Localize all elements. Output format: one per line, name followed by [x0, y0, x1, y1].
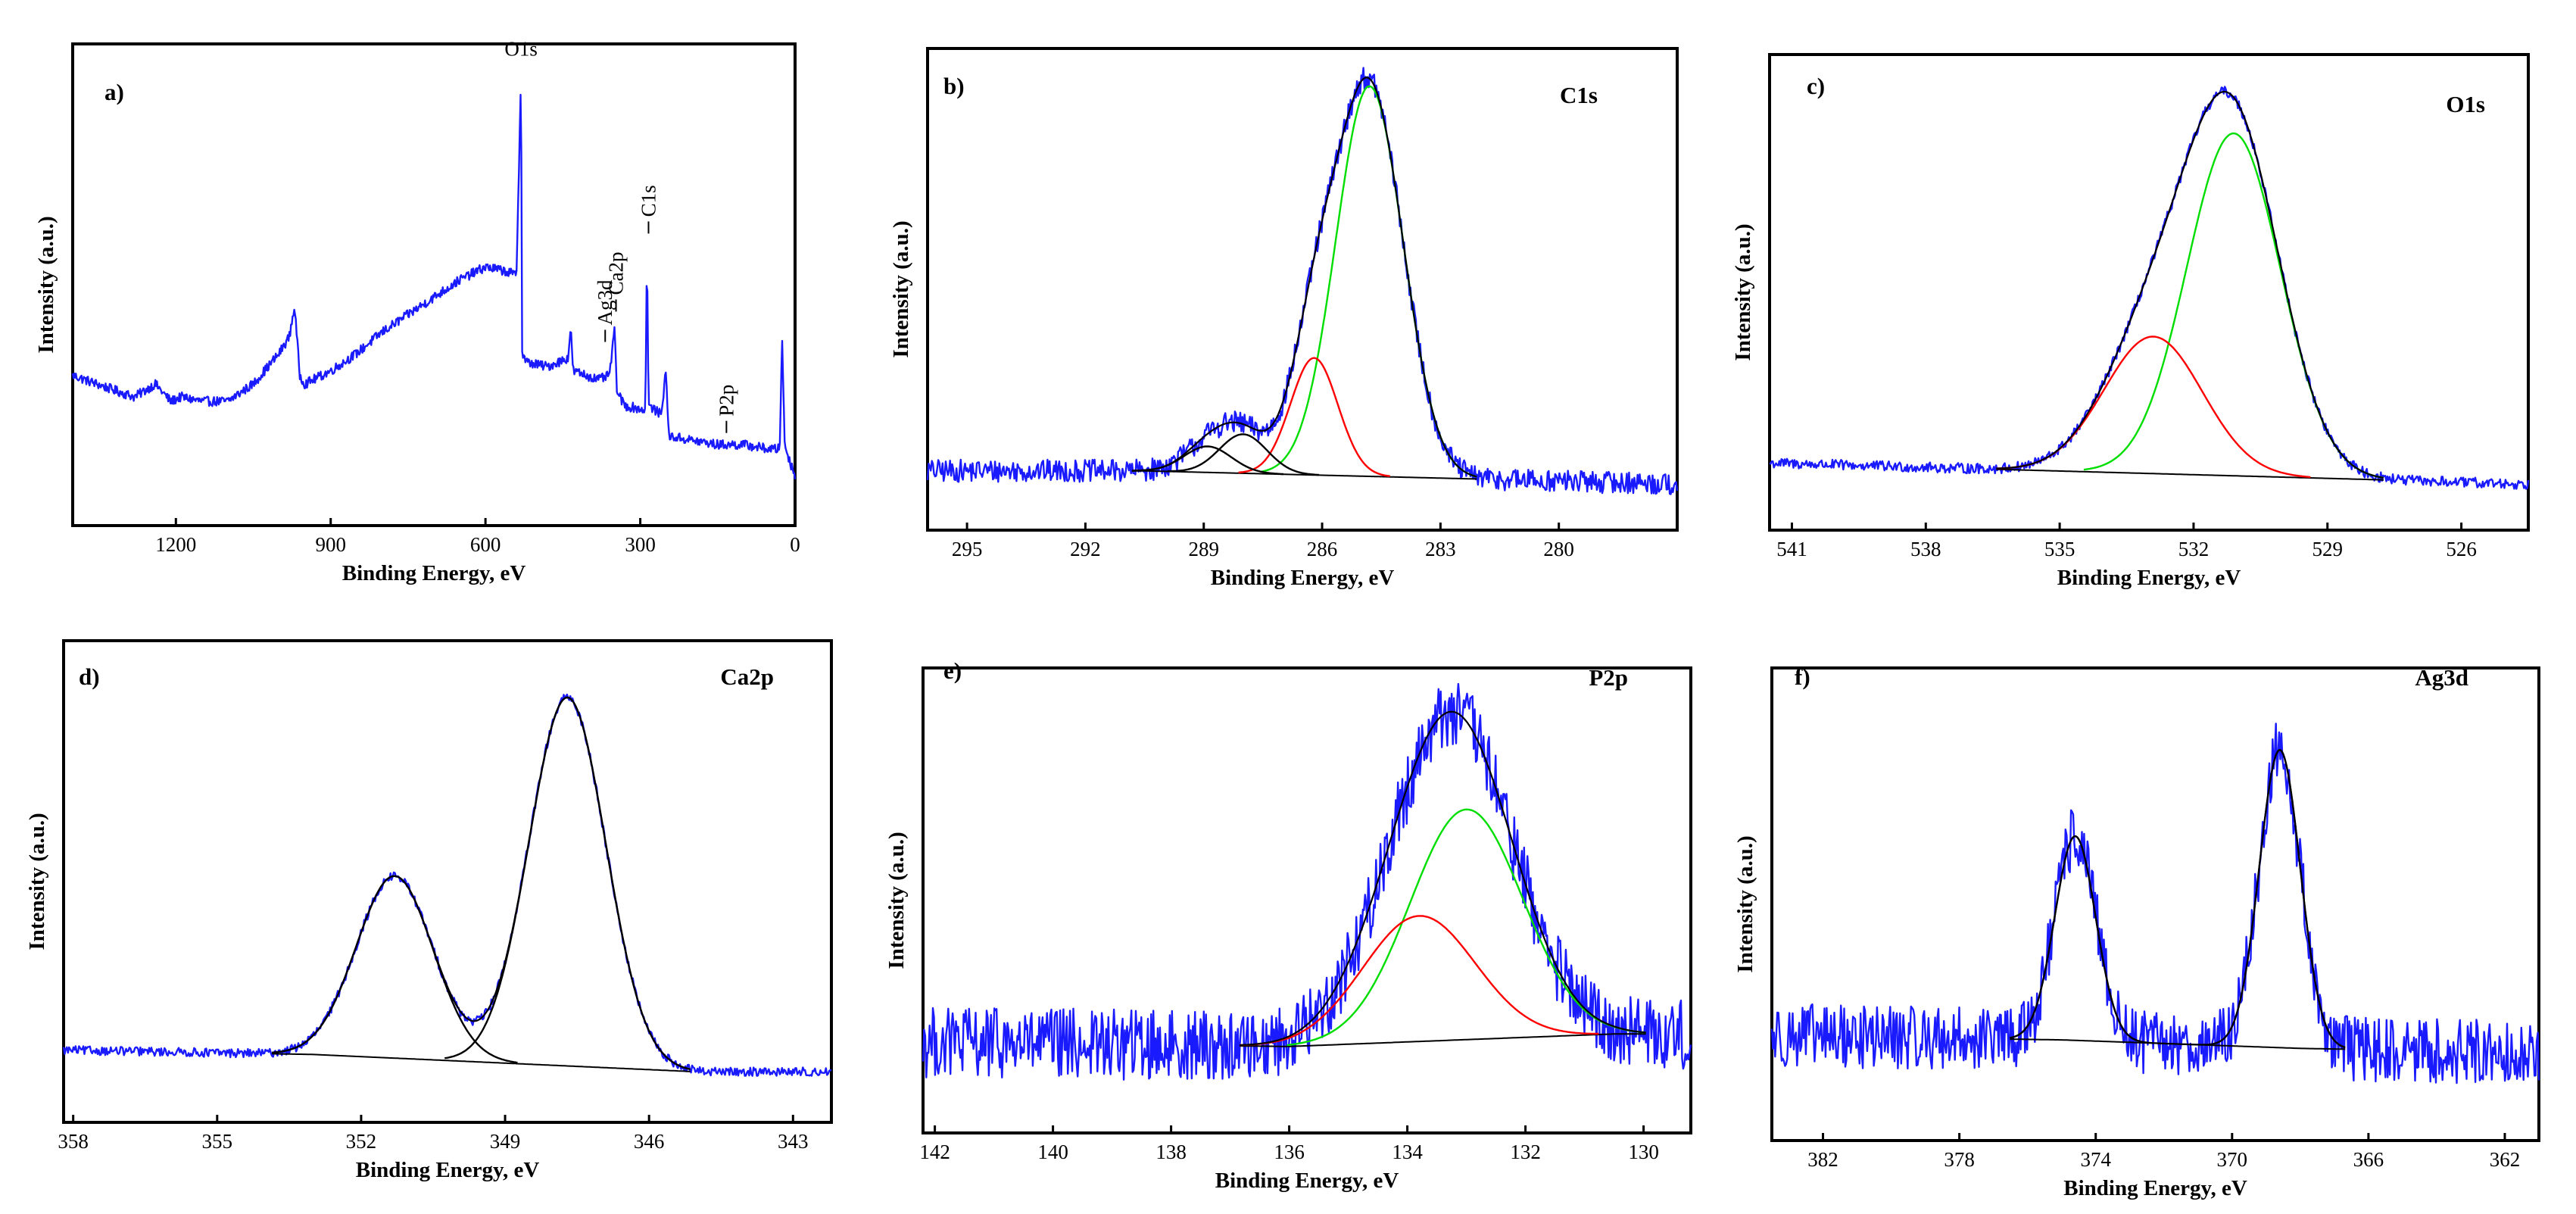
x-tick-label: 1200: [155, 533, 196, 556]
series-line-survey: [71, 93, 797, 479]
x-tick-label: 532: [2178, 538, 2210, 560]
x-tick-label: 529: [2312, 538, 2344, 560]
x-tick-label: 134: [1392, 1141, 1423, 1163]
x-tick-label: 300: [625, 533, 656, 556]
peak-label: O1s: [504, 37, 538, 60]
x-tick-label: 374: [2080, 1148, 2111, 1171]
series-line-raw: [1770, 722, 2540, 1084]
y-axis-label: Intensity (a.u.): [1731, 223, 1755, 360]
x-tick-label: 280: [1543, 538, 1574, 560]
fit-component-2: [1167, 433, 1320, 476]
fit-envelope: [271, 696, 691, 1070]
fit-component-1: [1240, 915, 1599, 1047]
plot-frame: [1770, 666, 2540, 1142]
panel-e: 142 140 138 136 134 132 130 Binding Energy, eV I…: [884, 657, 1692, 1193]
panel-letter: c): [1807, 73, 1825, 99]
panel-title: P2p: [1589, 664, 1628, 691]
x-tick-label: 352: [346, 1130, 377, 1153]
panel-title: O1s: [2446, 91, 2485, 117]
fit-envelope: [1996, 90, 2384, 479]
plot-frame: [926, 47, 1679, 532]
fit-component-1: [1238, 357, 1390, 477]
x-tick-label: 382: [1807, 1148, 1838, 1171]
panel-title: Ca2p: [720, 663, 774, 690]
panel-f: 382 378 374 370 366 362 Binding Energy, eV Inte…: [1733, 663, 2540, 1200]
plot-frame: [922, 666, 1692, 1134]
peak-label: Ag3d: [594, 279, 616, 325]
x-tick-label: 600: [470, 533, 501, 556]
panel-b: 295 292 289 286 283 280 Binding Energy, eV Inte…: [889, 47, 1679, 590]
panel-letter: b): [943, 73, 965, 99]
panel-c: 541 538 535 532 529 526 Binding Energy, eV Inte…: [1731, 53, 2530, 590]
x-tick-label: 286: [1307, 538, 1338, 560]
fit-component-0: [1261, 85, 1477, 478]
x-tick-label: 289: [1188, 538, 1219, 560]
y-axis-label: Intensity (a.u.): [884, 832, 909, 969]
fit-background: [1240, 1033, 1646, 1047]
panel-a: 1200 900 600 300 0 Binding Energy, eV Intensit…: [34, 37, 800, 585]
x-tick-label: 900: [315, 533, 346, 556]
x-tick-label: 138: [1155, 1141, 1187, 1163]
x-axis-label: Binding Energy, eV: [1215, 1169, 1399, 1193]
x-tick-label: 343: [778, 1130, 809, 1153]
fit-envelope: [2010, 748, 2346, 1049]
x-axis-label: Binding Energy, eV: [2057, 566, 2241, 590]
panel-d: 358 355 352 349 346 343 Binding Energy, eV Inte…: [25, 639, 833, 1182]
plot-frame: [62, 639, 833, 1124]
peak-label: C1s: [637, 185, 660, 217]
fit-envelope: [1131, 76, 1477, 478]
peak-label: Ca2p: [605, 251, 628, 295]
x-tick-label: 366: [2353, 1148, 2384, 1171]
fit-background: [1131, 470, 1477, 480]
peak-label: P2p: [715, 385, 738, 417]
series-line-raw: [62, 693, 832, 1077]
x-tick-label: 538: [1910, 538, 1941, 560]
series-line-raw: [926, 67, 1679, 495]
x-tick-label: 140: [1037, 1141, 1068, 1163]
x-tick-label: 370: [2217, 1148, 2248, 1171]
x-tick-label: 292: [1070, 538, 1101, 560]
series-line-raw: [1769, 86, 2530, 490]
x-tick-label: 0: [790, 533, 800, 556]
panel-letter: a): [104, 79, 124, 105]
fit-background: [1996, 468, 2384, 481]
plot-frame: [1768, 53, 2530, 532]
fit-component-0: [1286, 808, 1646, 1047]
x-tick-label: 378: [1944, 1148, 1975, 1171]
fit-component-1: [2214, 748, 2346, 1049]
x-tick-label: 358: [58, 1130, 89, 1153]
panel-letter: e): [943, 657, 962, 684]
x-tick-label: 526: [2446, 538, 2477, 560]
plot-frame: [71, 42, 797, 527]
x-tick-label: 136: [1274, 1141, 1305, 1163]
x-tick-label: 346: [634, 1130, 665, 1153]
x-tick-label: 541: [1776, 538, 1807, 560]
x-tick-label: 142: [919, 1141, 950, 1163]
y-axis-label: Intensity (a.u.): [889, 220, 913, 357]
fit-component-0: [2083, 132, 2384, 479]
panel-title: Ag3d: [2415, 664, 2468, 691]
x-tick-label: 283: [1425, 538, 1456, 560]
x-axis-label: Binding Energy, eV: [356, 1158, 540, 1182]
x-tick-label: 295: [952, 538, 983, 560]
x-tick-label: 132: [1510, 1141, 1541, 1163]
x-tick-label: 535: [2044, 538, 2075, 560]
x-axis-label: Binding Energy, eV: [2063, 1176, 2247, 1200]
fit-background: [272, 1053, 691, 1072]
x-tick-label: 355: [202, 1130, 233, 1153]
x-tick-label: 362: [2490, 1148, 2521, 1171]
fit-envelope: [1240, 710, 1646, 1047]
y-axis-label: Intensity (a.u.): [1733, 835, 1757, 972]
panel-title: C1s: [1560, 82, 1598, 108]
series-line-raw: [922, 682, 1692, 1081]
panel-letter: f): [1795, 663, 1810, 690]
y-axis-label: Intensity (a.u.): [25, 813, 49, 950]
y-axis-label: Intensity (a.u.): [34, 216, 58, 353]
x-axis-label: Binding Energy, eV: [1211, 566, 1395, 590]
x-tick-label: 349: [490, 1130, 521, 1153]
panel-letter: d): [79, 663, 100, 690]
x-axis-label: Binding Energy, eV: [342, 561, 526, 585]
x-tick-label: 130: [1628, 1141, 1659, 1163]
